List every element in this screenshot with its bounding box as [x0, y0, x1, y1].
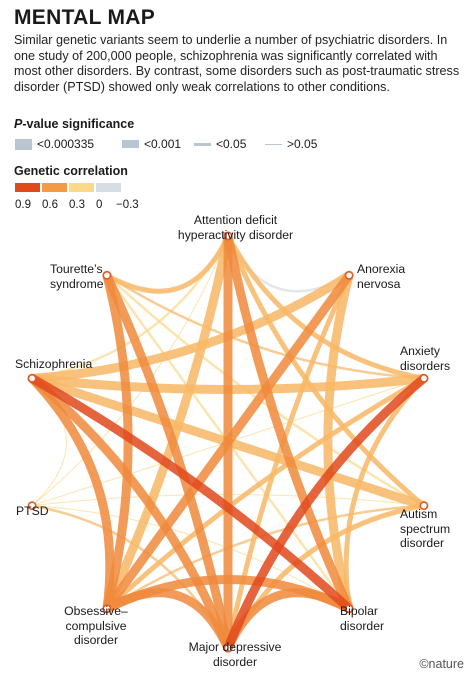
- correlation-legend-title: Genetic correlation: [14, 164, 128, 178]
- subtitle: Similar genetic variants seem to underli…: [14, 33, 460, 94]
- edge-attention-deficit-hyperactivity-disorder-obsessive-compulsive-disorder: [102, 231, 233, 614]
- correlation-tick-2: 0.6: [42, 199, 58, 211]
- pvalue-legend-item-3: <0.05: [194, 137, 246, 151]
- edge-anorexia-nervosa-major-depressive-disorder: [225, 272, 352, 651]
- correlation-tick-3: 0.3: [69, 199, 85, 211]
- edge-anorexia-nervosa-obsessive-compulsive-disorder: [102, 270, 354, 614]
- pvalue-legend-label-2: <0.001: [144, 137, 182, 151]
- node-marker-obsessive-compulsive-disorder: [102, 604, 112, 614]
- correlation-tick-1: 0.9: [15, 199, 31, 211]
- node-layer: [27, 231, 429, 653]
- node-label-schizophrenia: Schizophrenia: [15, 357, 93, 371]
- pvalue-swatch-3: [194, 142, 211, 146]
- correlation-swatch-1: [15, 183, 40, 192]
- node-marker-ptsd: [27, 501, 37, 511]
- node-marker-major-depressive-disorder: [223, 643, 233, 653]
- correlation-swatch-4: [96, 183, 121, 192]
- pvalue-swatch-4: [265, 143, 282, 145]
- node-label-anorexia: Anorexia nervosa: [357, 262, 406, 291]
- correlation-tick-4: 0: [96, 199, 103, 211]
- node-label-ptsd: PTSD: [16, 504, 49, 518]
- edge-anxiety-disorders-bipolar-disorder: [343, 375, 427, 612]
- edge-attention-deficit-hyperactivity-disorder-bipolar-disorder: [223, 231, 354, 614]
- pvalue-swatch-2: [122, 140, 139, 148]
- pvalue-legend-title-italic: P: [14, 117, 23, 131]
- node-label-anxiety: Anxiety disorders: [400, 344, 451, 373]
- edge-tourette-s-syndrome-attention-deficit-hyperactivity-disorder: [104, 233, 231, 294]
- node-marker-attention-deficit-hyperactivity-disorder: [223, 231, 233, 241]
- nature-credit: ©nature: [419, 657, 464, 671]
- edge-tourette-s-syndrome-major-depressive-disorder: [102, 270, 233, 653]
- node-marker-anxiety-disorders: [419, 373, 429, 383]
- node-label-bipolar: Bipolar disorder: [340, 604, 385, 633]
- edge-attention-deficit-hyperactivity-disorder-autism-spectrum-disorder: [225, 233, 427, 509]
- pvalue-legend-item-1: <0.000335: [15, 137, 94, 151]
- node-label-ocd: Obsessive–compulsive disorder: [64, 604, 128, 647]
- pvalue-legend-item-2: <0.001: [122, 137, 181, 151]
- node-marker-schizophrenia: [27, 373, 37, 383]
- node-label-autism: Autism spectrum disorder: [400, 507, 451, 550]
- edge-anxiety-disorders-obsessive-compulsive-disorder: [104, 375, 427, 612]
- page-title: MENTAL MAP: [14, 6, 156, 29]
- node-marker-bipolar-disorder: [344, 604, 354, 614]
- edge-schizophrenia-bipolar-disorder: [27, 373, 354, 614]
- pvalue-legend-label-3: <0.05: [216, 137, 247, 151]
- correlation-color-bar: [15, 183, 123, 192]
- edge-layer: [27, 231, 429, 653]
- correlation-swatch-3: [69, 183, 94, 192]
- correlation-swatch-2: [42, 183, 67, 192]
- node-marker-anorexia-nervosa: [344, 270, 354, 280]
- node-label-tourette: Tourette’s syndrome: [50, 262, 104, 291]
- pvalue-swatch-1: [15, 138, 32, 150]
- edge-major-depressive-disorder-anxiety-disorders: [223, 373, 429, 653]
- pvalue-legend-item-4: >0.05: [265, 137, 317, 151]
- pvalue-legend-title-rest: -value significance: [22, 117, 135, 131]
- edge-schizophrenia-obsessive-compulsive-disorder: [27, 373, 115, 614]
- pvalue-legend-label-4: >0.05: [287, 137, 318, 151]
- edge-bipolar-disorder-anorexia-nervosa: [323, 270, 354, 614]
- node-marker-autism-spectrum-disorder: [419, 501, 429, 511]
- correlation-tick-5: −0.3: [116, 199, 139, 211]
- node-label-mdd: Major depressive disorder: [188, 640, 282, 669]
- pvalue-legend-title: P-value significance: [14, 117, 134, 131]
- node-label-adhd: Attention deficit hyperactivity disorder: [177, 213, 294, 242]
- edge-schizophrenia-major-depressive-disorder: [27, 373, 233, 653]
- pvalue-legend-label-1: <0.000335: [37, 137, 95, 151]
- node-marker-tourette-s-syndrome: [102, 270, 112, 280]
